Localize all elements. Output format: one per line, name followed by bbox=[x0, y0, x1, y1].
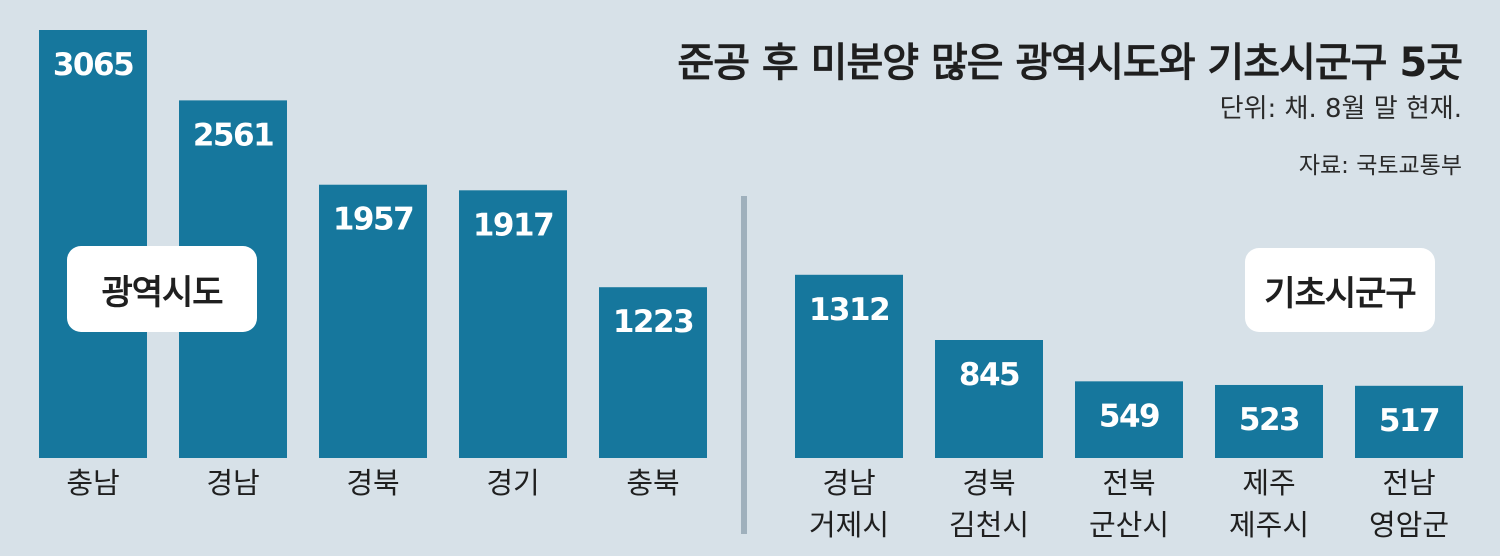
category-label-1-0-0: 경남 bbox=[822, 466, 875, 500]
category-label-0-2-0: 경북 bbox=[346, 466, 399, 500]
bar-1-3 bbox=[1215, 384, 1323, 458]
value-label-0-2: 1957 bbox=[333, 202, 413, 238]
value-label-0-4: 1223 bbox=[613, 304, 693, 340]
bar-1-0 bbox=[795, 274, 903, 458]
value-label-1-0: 1312 bbox=[809, 292, 889, 328]
category-label-0-4-0: 충북 bbox=[626, 466, 679, 500]
value-label-0-1: 2561 bbox=[193, 117, 273, 153]
value-label-1-1: 845 bbox=[959, 357, 1019, 393]
bar-1-2 bbox=[1075, 381, 1183, 458]
group-label-provinces: 광역시도 bbox=[67, 246, 257, 332]
category-label-1-3-0: 제주 bbox=[1242, 466, 1295, 500]
bar-0-3 bbox=[459, 190, 567, 459]
category-label-1-4-0: 전남 bbox=[1382, 466, 1435, 500]
group-label-municipalities: 기초시군구 bbox=[1245, 248, 1435, 332]
value-label-0-0: 3065 bbox=[53, 47, 133, 83]
source-note: 자료: 국토교통부 bbox=[1298, 153, 1462, 179]
category-label-0-1-0: 경남 bbox=[206, 466, 259, 500]
category-label-1-1-1: 김천시 bbox=[949, 508, 1029, 542]
category-label-1-4-1: 영암군 bbox=[1369, 508, 1449, 542]
value-label-1-3: 523 bbox=[1239, 402, 1299, 438]
value-label-1-4: 517 bbox=[1379, 403, 1439, 439]
chart-title: 준공 후 미분양 많은 광역시도와 기초시군구 5곳 bbox=[677, 40, 1463, 86]
category-label-1-2-0: 전북 bbox=[1102, 466, 1155, 500]
category-label-1-2-1: 군산시 bbox=[1089, 508, 1169, 542]
value-label-1-2: 549 bbox=[1099, 398, 1159, 434]
bar-1-1 bbox=[935, 340, 1043, 458]
category-label-0-0-0: 충남 bbox=[66, 466, 119, 500]
category-label-1-3-1: 제주시 bbox=[1229, 508, 1309, 542]
category-label-1-1-0: 경북 bbox=[962, 466, 1015, 500]
bar-0-2 bbox=[319, 184, 427, 458]
value-label-0-3: 1917 bbox=[473, 207, 553, 243]
bar-0-4 bbox=[599, 287, 707, 458]
bar-1-4 bbox=[1355, 385, 1463, 458]
group-divider bbox=[741, 196, 747, 534]
unit-note: 단위: 채. 8월 말 현재. bbox=[1219, 94, 1462, 124]
bar-0-0 bbox=[39, 30, 147, 458]
category-label-0-3-0: 경기 bbox=[486, 466, 539, 500]
category-label-1-0-1: 거제시 bbox=[809, 508, 889, 542]
